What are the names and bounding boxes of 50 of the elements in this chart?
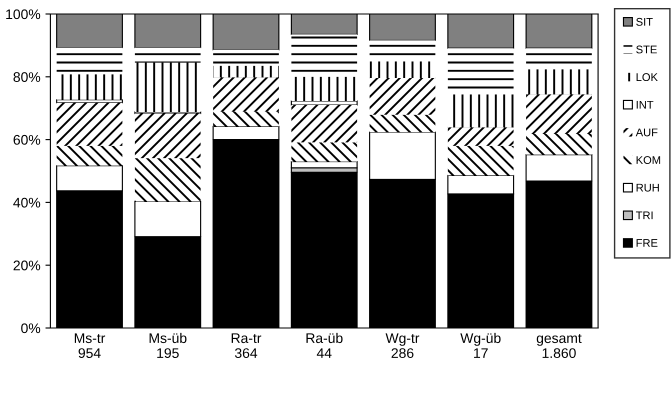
bar — [56, 102, 122, 146]
bar — [134, 158, 201, 202]
bar — [213, 50, 279, 66]
bar — [448, 48, 514, 94]
bar — [56, 48, 122, 74]
bar — [448, 146, 514, 176]
bar — [134, 48, 201, 63]
y-tick-label: 100% — [6, 9, 40, 20]
y-tick-label: 20% — [14, 260, 40, 270]
x-tick-label: Wg-üb 17 — [460, 332, 501, 358]
bar — [526, 134, 592, 155]
bar — [370, 78, 436, 115]
bar — [291, 34, 358, 77]
legend-label: STE — [636, 46, 657, 54]
bar — [370, 40, 436, 62]
y-tick-label: 40% — [13, 198, 40, 208]
bar — [370, 61, 436, 78]
bar — [213, 112, 279, 126]
bar — [291, 76, 358, 101]
y-tick-label: 60% — [14, 134, 40, 145]
y-tick-label: 0% — [21, 323, 40, 334]
x-tick-label: Ra-tr 364 — [232, 333, 262, 358]
bar — [291, 105, 358, 142]
legend-label: LOK — [636, 73, 658, 82]
bar — [134, 62, 201, 112]
bar — [370, 114, 436, 132]
legend-label: RUH — [636, 184, 659, 192]
bar — [56, 146, 122, 166]
x-tick-label: Ra-üb 44 — [306, 332, 343, 358]
bar — [213, 66, 279, 78]
bar — [526, 48, 592, 70]
x-tick-label: gesamt 1.860 — [536, 334, 582, 358]
bar — [213, 77, 279, 112]
legend-label: FRE — [636, 239, 658, 247]
legend-label: TRI — [636, 211, 653, 220]
legend-label: SIT — [636, 18, 653, 26]
bar — [526, 69, 592, 94]
bar — [134, 114, 201, 158]
x-tick-label: Ms-tr 954 — [74, 333, 106, 358]
legend-label: KOM — [636, 156, 660, 164]
legend-label: AUF — [636, 128, 658, 136]
bar — [56, 74, 122, 100]
x-tick-label: Ms-üb 195 — [150, 332, 186, 358]
x-tick-label: Wg-tr 286 — [386, 333, 420, 358]
bar — [448, 94, 514, 128]
y-tick-label: 80% — [13, 72, 40, 82]
legend-label: INT — [636, 100, 654, 109]
bar — [291, 142, 358, 162]
bar — [526, 94, 592, 134]
bar — [448, 127, 514, 146]
